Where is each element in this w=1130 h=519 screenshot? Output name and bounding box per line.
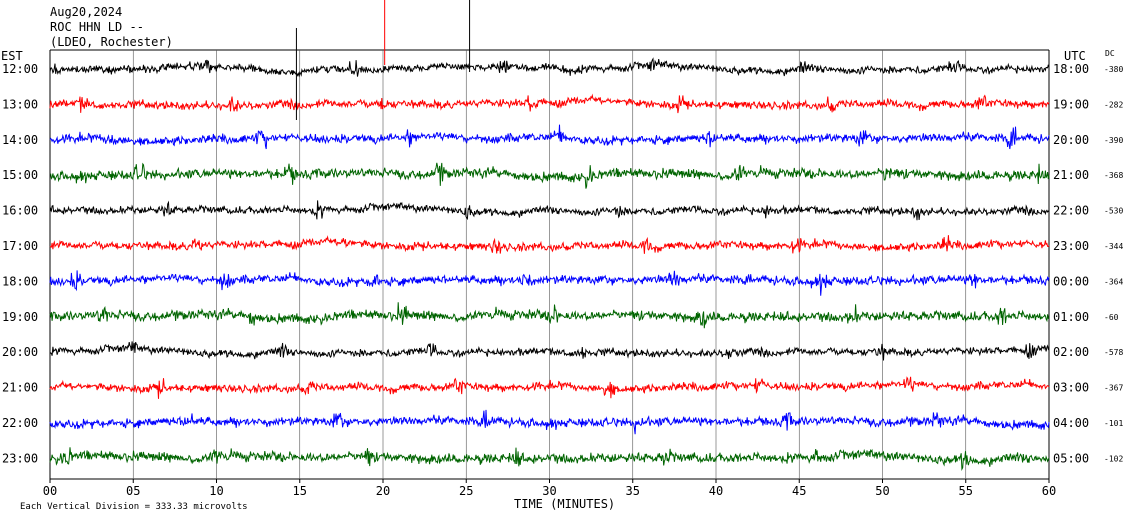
trace-2300: [49, 447, 1050, 472]
header-date: Aug20,2024: [50, 5, 122, 19]
utc-hour-label: 03:00: [1053, 381, 1089, 395]
est-hour-label: 12:00: [2, 62, 38, 76]
x-tick-label: 05: [126, 484, 140, 498]
dc-offset-label: -578: [1104, 348, 1123, 357]
utc-hour-label: 19:00: [1053, 97, 1089, 111]
trace-1400: [49, 124, 1050, 150]
x-tick-label: 00: [43, 484, 57, 498]
utc-hour-label: 05:00: [1053, 451, 1089, 465]
est-hour-label: 21:00: [2, 381, 38, 395]
est-hour-label: 19:00: [2, 310, 38, 324]
x-axis-title: TIME (MINUTES): [514, 497, 615, 511]
est-hour-label: 14:00: [2, 133, 38, 147]
utc-hour-label: 18:00: [1053, 62, 1089, 76]
trace-1900: [49, 302, 1050, 329]
dc-offset-label: -102: [1104, 454, 1123, 463]
utc-hour-label: 02:00: [1053, 345, 1089, 359]
x-tick-label: 40: [709, 484, 723, 498]
dc-axis-label: DC: [1105, 49, 1115, 58]
dc-offset-label: -282: [1104, 100, 1123, 109]
dc-offset-label: -364: [1104, 277, 1123, 286]
dc-offset-label: -390: [1104, 136, 1123, 145]
hour-labels: 00 05 10 15 20 25 30 35 40 45 50 55 60 12:00 18:00 -380…: [2, 62, 1123, 498]
x-tick-label: 35: [626, 484, 640, 498]
est-hour-label: 16:00: [2, 204, 38, 218]
dc-offset-label: -367: [1104, 384, 1123, 393]
trace-2000: [49, 341, 1050, 361]
est-hour-label: 22:00: [2, 416, 38, 430]
dc-offset-label: -60: [1104, 313, 1119, 322]
dc-offset-label: -101: [1104, 419, 1123, 428]
utc-axis-label: UTC: [1064, 49, 1086, 63]
est-hour-label: 18:00: [2, 274, 38, 288]
utc-hour-label: 04:00: [1053, 416, 1089, 430]
est-axis-label: EST: [1, 49, 23, 63]
time-grid: [49, 49, 1050, 483]
x-tick-label: 50: [875, 484, 889, 498]
utc-hour-label: 20:00: [1053, 133, 1089, 147]
x-tick-label: 25: [459, 484, 473, 498]
trace-1300: [49, 93, 1050, 114]
scale-footnote: Each Vertical Division = 333.33 microvol…: [20, 502, 248, 512]
trace-1500: [49, 162, 1050, 189]
utc-hour-label: 22:00: [1053, 204, 1089, 218]
header-station: ROC HHN LD --: [50, 20, 144, 34]
utc-hour-label: 01:00: [1053, 310, 1089, 324]
x-tick-label: 60: [1042, 484, 1056, 498]
dc-offset-label: -530: [1104, 207, 1123, 216]
est-hour-label: 20:00: [2, 345, 38, 359]
est-hour-label: 15:00: [2, 168, 38, 182]
trace-1800: [49, 270, 1050, 296]
utc-hour-label: 23:00: [1053, 239, 1089, 253]
x-tick-label: 10: [209, 484, 223, 498]
trace-2200: [49, 409, 1050, 435]
x-tick-label: 55: [959, 484, 973, 498]
utc-hour-label: 21:00: [1053, 168, 1089, 182]
utc-hour-label: 00:00: [1053, 274, 1089, 288]
trace-group: [49, 0, 1050, 472]
est-hour-label: 23:00: [2, 451, 38, 465]
dc-offset-label: -344: [1104, 242, 1123, 251]
trace-1600: [49, 200, 1050, 221]
x-tick-label: 20: [376, 484, 390, 498]
x-tick-label: 45: [792, 484, 806, 498]
header-network: (LDEO, Rochester): [50, 35, 173, 49]
trace-1200: [49, 57, 1050, 78]
dc-offset-label: -380: [1104, 65, 1123, 74]
trace-1700: [49, 235, 1050, 254]
trace-2100: [49, 376, 1050, 399]
x-tick-label: 15: [293, 484, 307, 498]
est-hour-label: 13:00: [2, 97, 38, 111]
est-hour-label: 17:00: [2, 239, 38, 253]
dc-offset-label: -368: [1104, 171, 1123, 180]
x-tick-label: 30: [542, 484, 556, 498]
